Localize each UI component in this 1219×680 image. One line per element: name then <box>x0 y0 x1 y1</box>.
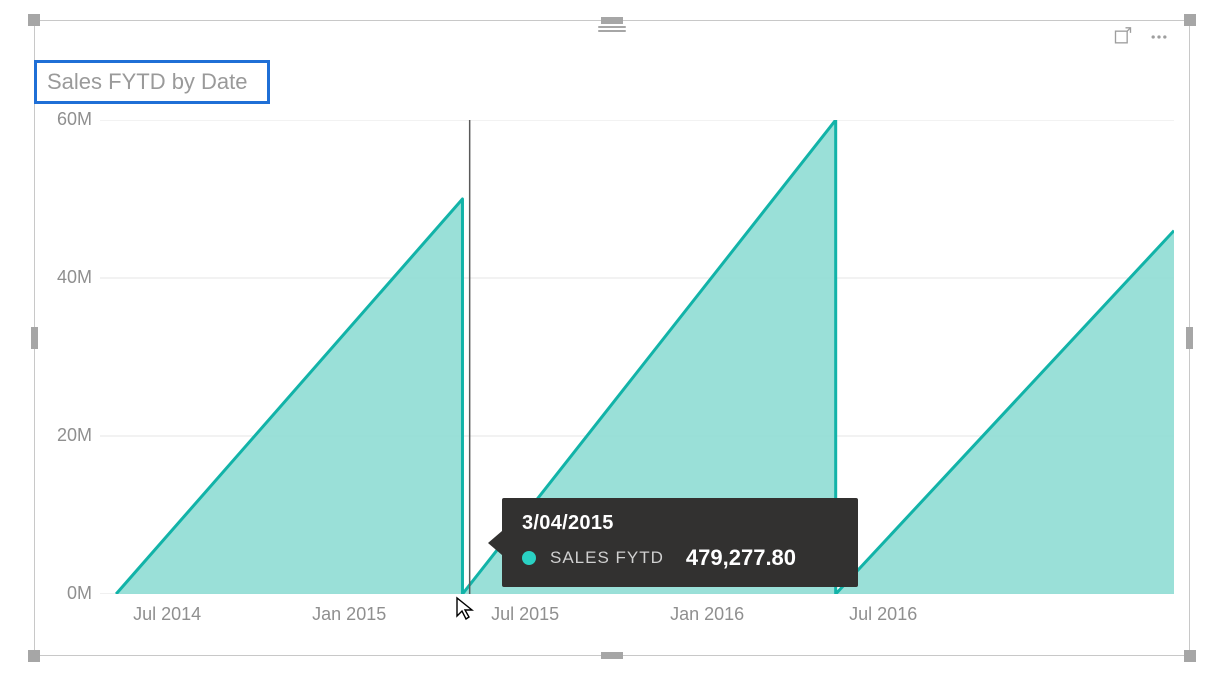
resize-handle[interactable] <box>1186 327 1193 349</box>
resize-handle[interactable] <box>1184 650 1196 662</box>
resize-handle[interactable] <box>601 652 623 659</box>
x-axis-label: Jan 2015 <box>312 604 386 625</box>
y-axis-label: 40M <box>57 267 92 288</box>
tooltip-value: 479,277.80 <box>686 545 796 571</box>
x-axis-label: Jul 2014 <box>133 604 201 625</box>
drag-handle[interactable] <box>598 24 626 34</box>
y-axis-label: 60M <box>57 109 92 130</box>
resize-handle[interactable] <box>1184 14 1196 26</box>
tooltip-series-label: SALES FYTD <box>550 548 664 568</box>
y-axis-label: 20M <box>57 425 92 446</box>
resize-handle[interactable] <box>31 327 38 349</box>
more-options-icon[interactable] <box>1148 26 1170 48</box>
resize-handle[interactable] <box>28 650 40 662</box>
tooltip-date: 3/04/2015 <box>522 512 838 535</box>
resize-handle[interactable] <box>28 14 40 26</box>
y-axis-label: 0M <box>67 583 92 604</box>
chart-title-selection[interactable]: Sales FYTD by Date <box>34 60 270 104</box>
x-axis-label: Jul 2016 <box>849 604 917 625</box>
x-axis-label: Jan 2016 <box>670 604 744 625</box>
focus-mode-icon[interactable] <box>1112 26 1134 48</box>
chart-tooltip: 3/04/2015 SALES FYTD 479,277.80 <box>502 498 858 587</box>
resize-handle[interactable] <box>601 17 623 24</box>
tooltip-series-dot <box>522 551 536 565</box>
x-axis-label: Jul 2015 <box>491 604 559 625</box>
chart-title: Sales FYTD by Date <box>47 69 257 95</box>
